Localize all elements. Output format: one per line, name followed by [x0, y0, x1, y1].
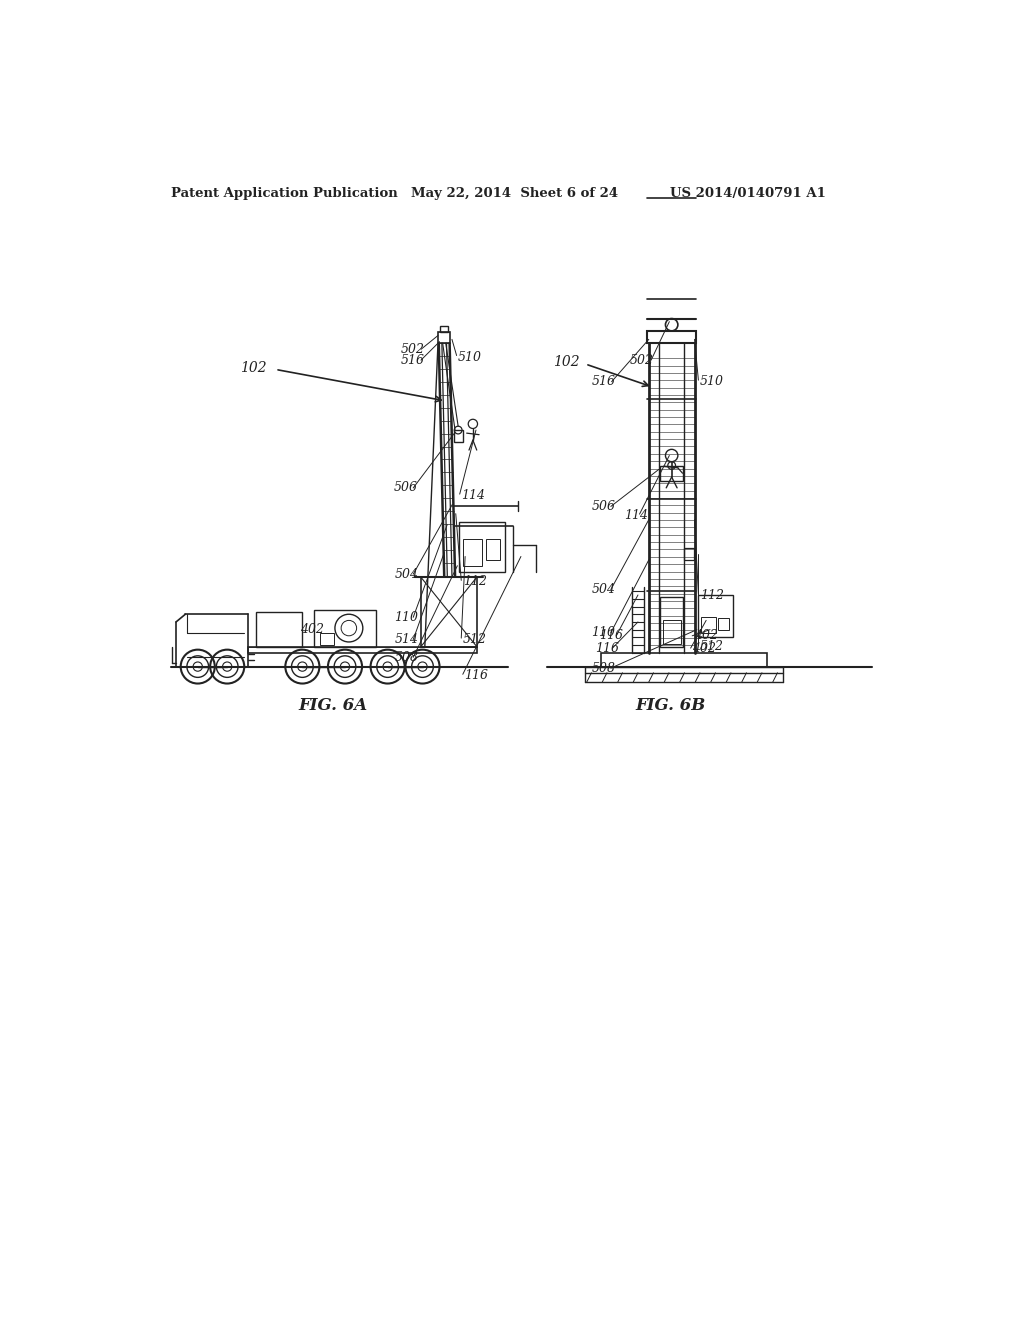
Text: 112: 112 [700, 589, 724, 602]
Text: FIG. 6A: FIG. 6A [299, 697, 368, 714]
Bar [459, 521, 506, 572]
Bar [454, 430, 463, 442]
Text: May 22, 2014  Sheet 6 of 24: May 22, 2014 Sheet 6 of 24 [411, 186, 618, 199]
Text: 114: 114 [461, 490, 485, 502]
Text: 402: 402 [693, 630, 718, 643]
Text: 114: 114 [624, 510, 648, 523]
Text: 402: 402 [300, 623, 324, 636]
Text: 502: 502 [400, 343, 425, 356]
Text: 116: 116 [595, 642, 620, 655]
Text: 510: 510 [458, 351, 482, 363]
Bar [321, 634, 334, 645]
Text: 512: 512 [700, 640, 724, 653]
Text: 112: 112 [463, 576, 486, 589]
Bar [647, 331, 696, 343]
Text: 512: 512 [463, 634, 486, 647]
Bar [256, 612, 302, 647]
Bar [660, 466, 683, 480]
Bar [660, 597, 683, 647]
Text: 504: 504 [592, 583, 615, 597]
Bar [663, 620, 681, 644]
Text: 504: 504 [394, 568, 419, 581]
Text: 116: 116 [599, 630, 624, 643]
Text: 506: 506 [592, 500, 615, 513]
Bar [438, 333, 451, 343]
Bar [421, 577, 477, 647]
Bar [698, 595, 733, 638]
Bar [684, 548, 693, 560]
Bar [463, 539, 482, 566]
Text: Patent Application Publication: Patent Application Publication [171, 186, 397, 199]
Text: 116: 116 [464, 669, 488, 682]
Bar [486, 539, 500, 561]
Bar [700, 616, 716, 634]
Bar [718, 618, 729, 630]
Text: 110: 110 [592, 626, 615, 639]
Text: 102: 102 [241, 360, 267, 375]
Text: FIG. 6B: FIG. 6B [635, 697, 706, 714]
Text: 514: 514 [394, 634, 419, 647]
Text: 516: 516 [592, 375, 615, 388]
Text: US 2014/0140791 A1: US 2014/0140791 A1 [671, 186, 826, 199]
Bar [248, 647, 477, 653]
Bar [440, 326, 449, 333]
Text: 508: 508 [394, 651, 419, 664]
Text: 110: 110 [394, 611, 419, 624]
Text: 510: 510 [700, 375, 724, 388]
Text: 502: 502 [630, 354, 654, 367]
Bar [314, 610, 376, 647]
Bar [601, 653, 767, 667]
Bar [586, 667, 783, 673]
Text: 402: 402 [692, 642, 716, 655]
Text: 506: 506 [394, 482, 418, 495]
Text: 508: 508 [592, 661, 615, 675]
Text: 516: 516 [400, 354, 425, 367]
Text: 102: 102 [553, 355, 580, 370]
